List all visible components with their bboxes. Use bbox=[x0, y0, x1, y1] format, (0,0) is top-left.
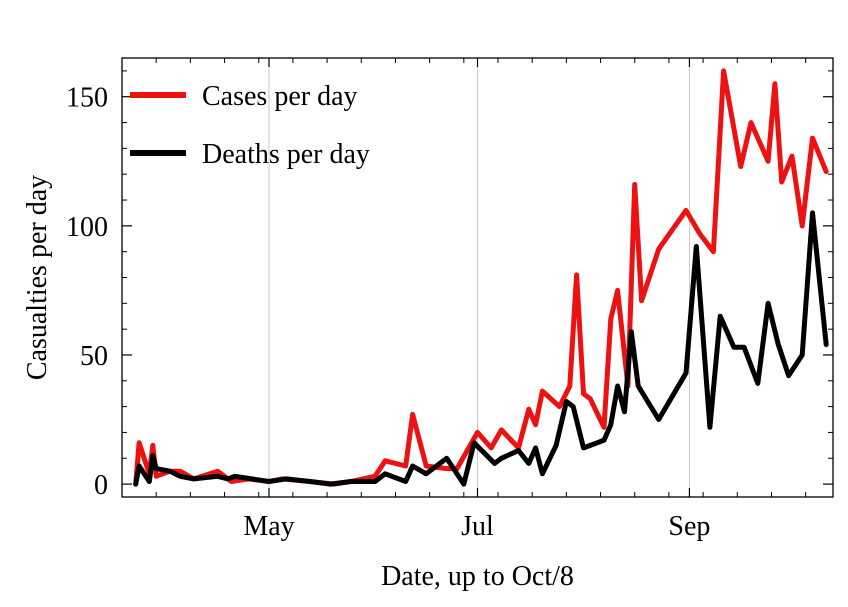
series-line-cases bbox=[133, 68, 829, 487]
series-layer bbox=[133, 68, 829, 487]
x-tick-label: Jul bbox=[461, 511, 494, 542]
legend-label-deaths: Deaths per day bbox=[202, 139, 370, 170]
x-tick-label: May bbox=[243, 511, 294, 542]
axis-ticks: May Jul Sep 0 50 100 150 bbox=[66, 58, 833, 542]
grid-lines bbox=[268, 58, 690, 497]
legend-label-cases: Cases per day bbox=[202, 81, 358, 112]
y-tick-label: 0 bbox=[94, 470, 108, 501]
x-axis-title: Date, up to Oct/8 bbox=[381, 561, 574, 592]
y-tick-label: 100 bbox=[66, 212, 108, 243]
series-line-deaths bbox=[133, 210, 829, 487]
y-tick-label: 150 bbox=[66, 83, 108, 114]
x-tick-label: Sep bbox=[668, 511, 710, 542]
y-tick-label: 50 bbox=[80, 341, 108, 372]
y-axis-title: Casualties per day bbox=[22, 175, 53, 380]
legend: Cases per day Deaths per day bbox=[130, 81, 370, 170]
